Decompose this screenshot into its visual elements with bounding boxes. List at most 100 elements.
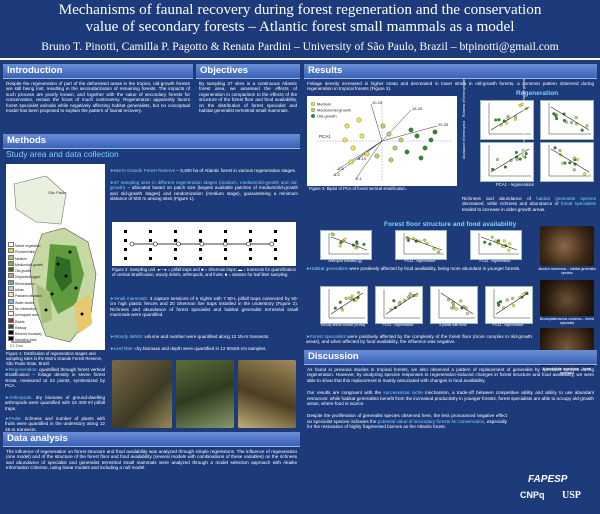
title-line-1: Mechanisms of faunal recovery during for… bbox=[58, 1, 542, 18]
pca-site-point bbox=[356, 117, 362, 123]
scatter-panel bbox=[320, 286, 368, 324]
panel-site-point bbox=[520, 102, 524, 106]
panel-x-label: PCA1 - regeneration bbox=[492, 323, 524, 327]
map-legend-swatch bbox=[8, 286, 14, 292]
sherman-trap-marker bbox=[124, 230, 127, 233]
scatter-panel bbox=[485, 286, 533, 324]
panel-site-point bbox=[523, 155, 527, 159]
panel-site-point bbox=[507, 248, 511, 252]
panel-site-point bbox=[558, 149, 562, 153]
regeneration-result-text: Richness and abundance of habitat genera… bbox=[462, 196, 596, 212]
map-legend-item: Unmapped area bbox=[8, 311, 42, 317]
map-legend-swatch bbox=[8, 279, 14, 285]
panel-site-point bbox=[354, 298, 358, 302]
panel-x-label: PCA1 - regeneration bbox=[382, 323, 414, 327]
map-legend: Native vegetation Pioneer/initial Medium Me… bbox=[8, 242, 44, 343]
results-intro: Foliage density increased in higher stra… bbox=[307, 81, 594, 92]
panel-site-point bbox=[554, 114, 558, 118]
panel-site-point bbox=[357, 291, 361, 295]
sherman-trap-marker bbox=[249, 239, 252, 242]
map-graphic bbox=[6, 164, 105, 350]
panel-fit-line bbox=[440, 292, 474, 315]
specialists-text: were positively affected by the complexi… bbox=[306, 334, 532, 345]
pca-site-point bbox=[364, 151, 370, 157]
panel-site-point bbox=[524, 152, 528, 156]
pca-loading-label: 20-25 bbox=[438, 122, 449, 127]
fapesp-logo: FAPESP bbox=[528, 474, 568, 485]
panel-site-point bbox=[585, 124, 589, 128]
pitfall-trap-marker bbox=[129, 241, 135, 247]
map-legend-item: Pasture/cultivation bbox=[8, 292, 42, 298]
pca-site-point bbox=[342, 137, 348, 143]
pca-legend-swatch bbox=[311, 108, 315, 112]
sampling-site bbox=[64, 274, 68, 278]
sherman-trap-marker bbox=[199, 230, 202, 233]
pca-site-point bbox=[414, 133, 420, 139]
sherman-trap-marker bbox=[149, 230, 152, 233]
panel-site-point bbox=[511, 304, 516, 308]
scatter-graphic bbox=[488, 145, 531, 177]
map-legend-label: Degraded/logged bbox=[15, 275, 41, 280]
sherman-trap-marker bbox=[124, 257, 127, 260]
pca-loading-arrow bbox=[354, 140, 383, 181]
panel-site-point bbox=[454, 307, 458, 311]
debris-method-label: ➤Woody debris: bbox=[110, 334, 144, 339]
map-legend-label: Medium/old-growth bbox=[15, 262, 44, 267]
panel-fit-line bbox=[405, 236, 443, 251]
panel-y-label: Abundance of habitat generalists bbox=[522, 121, 526, 159]
sherman-trap-marker bbox=[124, 239, 127, 242]
panel-site-point bbox=[505, 298, 509, 302]
panel-site-point bbox=[572, 168, 576, 172]
sherman-trap-marker bbox=[249, 257, 252, 260]
panel-site-point bbox=[437, 250, 441, 254]
sampling-unit-diagram bbox=[112, 222, 296, 266]
map-legend-swatch bbox=[8, 254, 14, 260]
regeneration-xlabel: PCA1 - regeneration bbox=[496, 182, 535, 187]
specialists-result-text: ➤Forest specialists were positively affe… bbox=[306, 334, 532, 345]
pca-loading-arrow bbox=[332, 140, 383, 177]
pca-loading-label: 15-20 bbox=[412, 106, 423, 111]
scatter-graphic bbox=[478, 233, 519, 255]
monodelphis-caption: Monodelphis americana – forest specialis… bbox=[542, 367, 592, 375]
generalists-result-text: ➤Habitat generalists were positively aff… bbox=[306, 266, 532, 271]
brucepattersonius-caption: Brucepattersonius soricinus – forest spe… bbox=[540, 317, 594, 325]
generalists-text: were positively affected by food availab… bbox=[347, 266, 521, 271]
sampling-site bbox=[44, 308, 48, 312]
pitfall-trap-marker bbox=[246, 241, 251, 247]
panel-site-point bbox=[514, 150, 518, 155]
pitfall-trap-marker bbox=[152, 241, 158, 247]
regeneration-method-label: ➤Regeneration: bbox=[5, 367, 38, 372]
panel-site-point bbox=[573, 156, 577, 160]
panel-site-point bbox=[561, 161, 565, 165]
objectives-text: By sampling 27 sites in a continuous Atl… bbox=[199, 81, 297, 114]
pca-loading-label: 10-15 bbox=[372, 100, 383, 105]
scatter-graphic bbox=[548, 103, 591, 135]
pca-site-point bbox=[374, 153, 380, 159]
pca-site-point bbox=[344, 123, 350, 129]
sherman-trap-marker bbox=[149, 248, 152, 251]
panel-site-point bbox=[451, 301, 455, 305]
panel-y-label: Richness of habitat generalists bbox=[522, 79, 526, 117]
panel-site-point bbox=[338, 244, 342, 248]
panel-y-label: Richness of forest specialists bbox=[462, 79, 466, 117]
map-legend-label: Railway bbox=[15, 325, 27, 330]
map-legend-swatch bbox=[8, 267, 14, 273]
methods-section: Methods Study area and data collection bbox=[3, 134, 300, 430]
methods-heading: Methods bbox=[3, 134, 300, 149]
panel-site-point bbox=[496, 301, 500, 305]
map-legend-swatch bbox=[8, 273, 14, 279]
pitfall-trap-photo bbox=[112, 360, 172, 428]
panel-y-label: Abundance of forest specialists bbox=[462, 121, 466, 159]
scatter-panel bbox=[540, 142, 594, 182]
panel-site-point bbox=[349, 297, 353, 301]
map-legend-swatch bbox=[8, 292, 14, 298]
map-legend-item: Railway bbox=[8, 323, 42, 330]
map-legend-item: No information bbox=[8, 304, 42, 311]
scatter-panel bbox=[480, 100, 534, 140]
scatter-graphic bbox=[488, 102, 531, 135]
panel-site-point bbox=[552, 112, 556, 116]
panel-x-label: PCA1 - regeneration bbox=[479, 259, 511, 263]
litter-method: ➤Leaf litter: dry biomass and depth were… bbox=[110, 346, 298, 351]
pca-loading-label: 0-1 bbox=[356, 176, 363, 181]
pitfall-trap-marker bbox=[176, 241, 181, 247]
